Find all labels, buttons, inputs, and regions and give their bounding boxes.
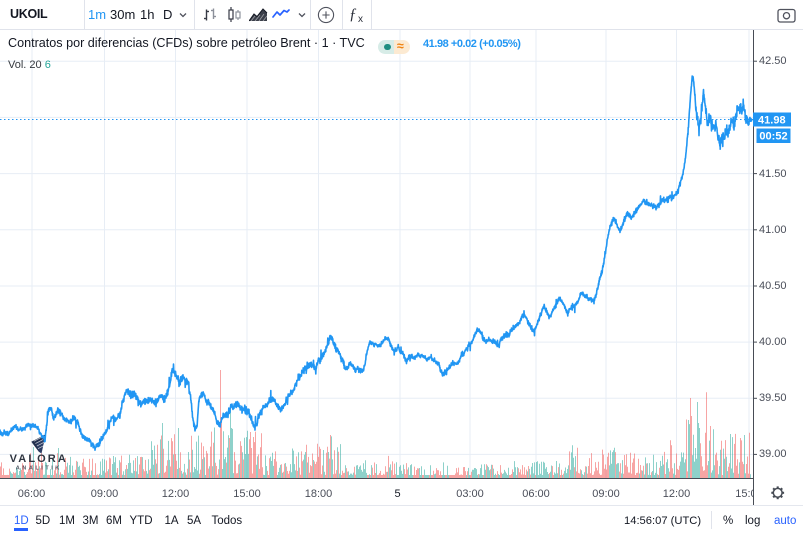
svg-text:ANALITIK: ANALITIK [16, 466, 62, 472]
svg-text:00:52: 00:52 [759, 131, 787, 143]
svg-text:41.98: 41.98 [758, 114, 786, 126]
svg-text:VALORA: VALORA [10, 453, 68, 465]
